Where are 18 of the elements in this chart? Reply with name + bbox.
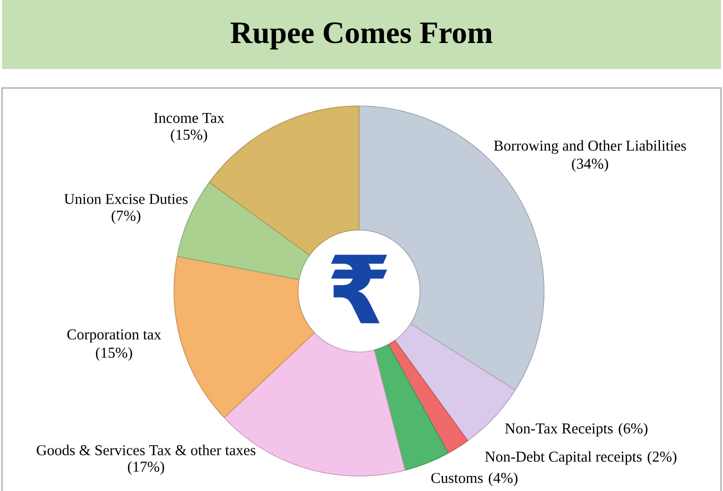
data-label: (7%) [112,210,140,224]
data-label: (4%) [488,472,518,486]
data-label: (34%) [572,158,608,172]
slice-label: Union Excise Duties [64,194,188,204]
slice-label: Non-Debt Capital receipts [485,451,642,465]
slice-label: Income Tax [154,113,224,123]
slice-label: Non-Tax Receipts [505,423,613,437]
slice-label: Goods & Services Tax & other taxes [36,444,256,456]
slice-label: Customs [431,472,483,484]
chart-title: Rupee Comes From [230,22,492,50]
slice-label: Corporation tax [67,329,162,343]
data-label: (17%) [128,461,164,475]
data-label: (6%) [618,422,648,437]
data-label: (15%) [170,129,208,143]
data-label: (15%) [96,347,132,361]
data-label: (2%) [648,451,676,465]
slice-label: Borrowing and Other Liabilities [494,140,686,154]
text: ₹ [331,254,388,324]
